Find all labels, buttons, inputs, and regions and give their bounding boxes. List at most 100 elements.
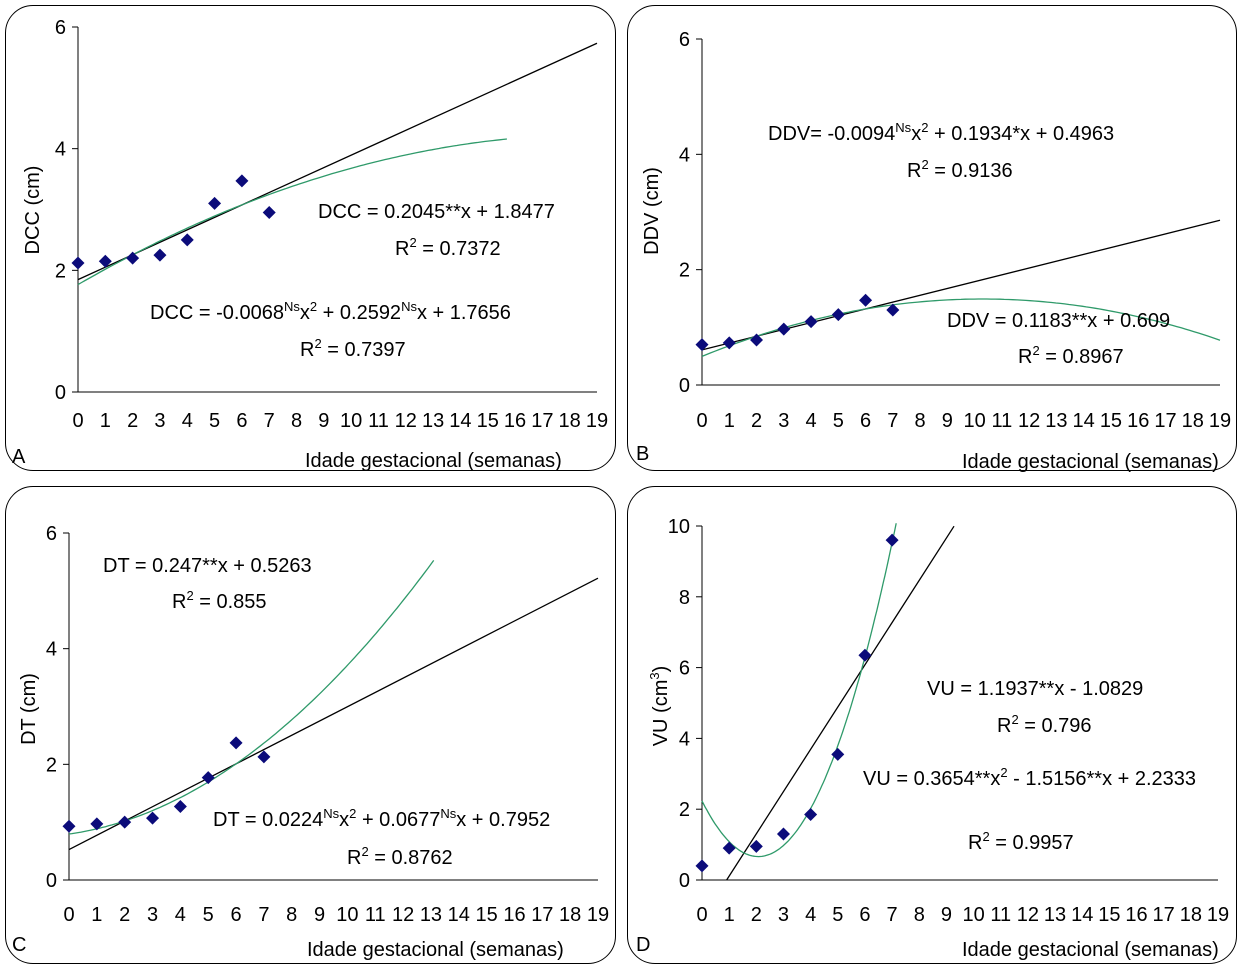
linear-r-squared: R2 = 0.796 [997,712,1092,737]
data-point [831,747,845,761]
x-tick-label: 5 [833,410,844,432]
y-tick-label: 2 [55,260,66,282]
y-tick-label: 10 [668,516,690,538]
data-point [886,303,900,317]
data-point [749,839,763,853]
quadratic-r-squared: R2 = 0.9957 [968,829,1074,854]
data-point [173,800,187,814]
quadratic-equation: VU = 0.3654**x2 - 1.5156**x + 2.2333 [863,765,1196,790]
data-point [126,251,140,265]
y-tick-label: 4 [679,728,690,750]
panel-label: A [12,446,26,468]
data-point [98,254,112,268]
x-tick-label: 4 [182,410,193,432]
x-tick-label: 12 [1017,904,1039,926]
data-point [180,233,194,247]
x-tick-label: 11 [992,410,1013,432]
data-point [858,648,872,662]
quadratic-r-squared: R2 = 0.9136 [907,157,1013,182]
x-tick-label: 17 [531,410,553,432]
linear-r-squared: R2 = 0.855 [172,588,267,613]
x-tick-label: 0 [72,410,83,432]
data-point [885,533,899,547]
x-tick-label: 15 [1098,904,1120,926]
data-point [118,815,132,829]
data-point [831,308,845,322]
x-tick-label: 3 [778,410,789,432]
x-tick-label: 12 [1018,410,1040,432]
panel-label: B [636,443,649,465]
quadratic-r-squared: R2 = 0.8762 [347,844,453,869]
x-tick-label: 10 [340,410,362,432]
x-tick-label: 7 [264,410,275,432]
y-tick-label: 0 [679,870,690,892]
data-point [859,293,873,307]
x-tick-label: 8 [914,904,925,926]
linear-equation: DT = 0.247**x + 0.5263 [103,555,312,577]
x-tick-label: 16 [1125,904,1147,926]
x-tick-label: 14 [1071,904,1093,926]
x-tick-label: 6 [236,410,247,432]
x-tick-label: 19 [587,904,609,926]
x-tick-label: 4 [175,904,186,926]
quadratic-fit-curve [77,138,507,286]
x-tick-label: 8 [291,410,302,432]
x-tick-label: 2 [751,410,762,432]
linear-r-squared: R2 = 0.7372 [395,235,501,260]
x-axis-label: Idade gestacional (semanas) [962,451,1219,473]
chart-panel-b [627,5,1237,471]
x-tick-label: 6 [860,410,871,432]
x-tick-label: 15 [1100,410,1122,432]
x-tick-label: 7 [887,410,898,432]
y-tick-label: 6 [679,29,690,51]
y-axis-label: DT (cm) [18,673,40,745]
x-tick-label: 7 [887,904,898,926]
x-tick-label: 12 [395,410,417,432]
y-tick-label: 6 [55,17,66,39]
y-axis-label: VU (cm3) [647,666,672,747]
y-tick-label: 2 [679,260,690,282]
data-point [257,750,271,764]
quadratic-equation: DDV= -0.0094Nsx2 + 0.1934*x + 0.4963 [768,120,1114,145]
x-tick-label: 16 [503,904,525,926]
data-point [62,819,76,833]
x-tick-label: 1 [100,410,111,432]
y-tick-label: 0 [679,375,690,397]
x-tick-label: 17 [531,904,553,926]
data-point [262,206,276,220]
x-tick-label: 8 [286,904,297,926]
x-tick-label: 15 [476,904,498,926]
linear-fit-line [77,42,598,281]
y-tick-label: 2 [46,754,57,776]
data-point [804,315,818,329]
y-axis-label: DCC (cm) [22,166,44,255]
data-point [235,174,249,188]
x-tick-label: 10 [964,410,986,432]
data-point [750,333,764,347]
data-point [153,248,167,262]
x-tick-label: 8 [915,410,926,432]
data-point [71,256,85,270]
x-tick-label: 18 [1180,904,1202,926]
x-tick-label: 0 [696,410,707,432]
data-point [695,338,709,352]
x-tick-label: 9 [942,410,953,432]
x-axis-label: Idade gestacional (semanas) [305,450,562,472]
y-tick-label: 8 [679,587,690,609]
data-point [201,771,215,785]
x-tick-label: 13 [1044,904,1066,926]
x-tick-label: 16 [1127,410,1149,432]
x-tick-label: 9 [314,904,325,926]
x-tick-label: 1 [724,904,735,926]
x-tick-label: 6 [859,904,870,926]
x-tick-label: 14 [449,410,471,432]
x-tick-label: 5 [203,904,214,926]
linear-equation: VU = 1.1937**x - 1.0829 [927,678,1143,700]
linear-fit-line [726,525,955,881]
x-tick-label: 19 [1209,410,1231,432]
